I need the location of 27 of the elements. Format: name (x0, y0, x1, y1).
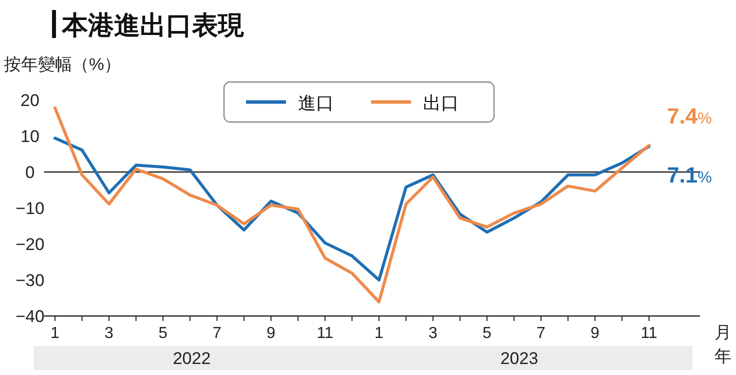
x-tick-label: 9 (590, 325, 600, 342)
x-tick-label: 9 (266, 325, 276, 342)
y-tick-label: −20 (16, 235, 44, 254)
y-tick-label: 10 (20, 127, 40, 146)
legend-label: 進口 (298, 93, 334, 113)
x-tick-label: 1 (50, 325, 60, 342)
y-tick-label: 20 (20, 91, 40, 110)
x-tick-label: 3 (428, 325, 438, 342)
x-tick-label: 1 (374, 325, 384, 342)
y-axis-title: 按年變幅（%） (4, 55, 122, 74)
x-tick-label: 5 (158, 325, 168, 342)
x-axis-title: 月年 (714, 323, 732, 366)
y-tick-label: −10 (16, 199, 44, 218)
x-tick-label: 11 (316, 325, 334, 342)
x-tick-label: 3 (104, 325, 114, 342)
y-tick-label: −40 (16, 307, 44, 326)
x-tick-label: 7 (536, 325, 546, 342)
chart-title: 本港進出口表現 (61, 10, 245, 40)
x-tick-label: 7 (212, 325, 222, 342)
legend-label: 出口 (423, 93, 459, 113)
y-tick-label: −30 (16, 271, 44, 290)
data-label: 7.4% (667, 103, 712, 128)
x-tick-label: 11 (640, 325, 658, 342)
x-tick-label: 5 (482, 325, 492, 342)
text: 2022 (172, 349, 211, 368)
text: 2023 (500, 349, 538, 368)
y-tick-label: 0 (25, 163, 35, 182)
